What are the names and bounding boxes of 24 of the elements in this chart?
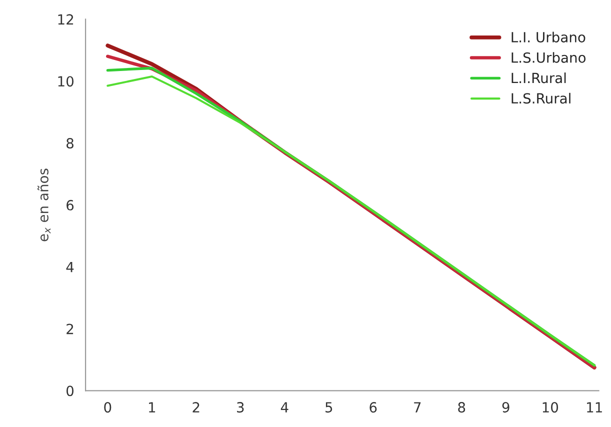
legend-label: L.I. Urbano (512, 32, 586, 42)
x-tick-label: 11 (587, 402, 602, 412)
y-tick-label: 10 (58, 76, 74, 87)
x-tick-label: 0 (104, 402, 112, 413)
y-tick-label: 8 (66, 138, 74, 149)
x-tick-label: 4 (280, 402, 288, 412)
x-tick-label: 1 (149, 402, 156, 412)
legend-label: L.I.Rural (512, 72, 566, 84)
x-tick-label: 7 (414, 402, 421, 412)
y-tick-label: 12 (58, 14, 74, 24)
x-tick-label: 8 (458, 402, 466, 413)
legend-label: L.S.Rural (512, 92, 570, 104)
legend-label: L.S.Urbano (512, 52, 586, 63)
x-tick-label: 3 (237, 402, 244, 413)
y-axis-title: e$_{x}$ en años (37, 168, 51, 242)
x-tick-label: 9 (502, 402, 510, 413)
y-tick-label: 6 (66, 200, 74, 210)
x-tick-label: 10 (542, 402, 558, 413)
x-tick-label: 5 (326, 402, 332, 413)
y-tick-label: 4 (66, 262, 74, 272)
y-tick-label: 0 (66, 386, 74, 396)
x-tick-label: 6 (370, 402, 377, 413)
y-tick-label: 2 (66, 324, 74, 334)
x-tick-label: 2 (192, 402, 200, 412)
